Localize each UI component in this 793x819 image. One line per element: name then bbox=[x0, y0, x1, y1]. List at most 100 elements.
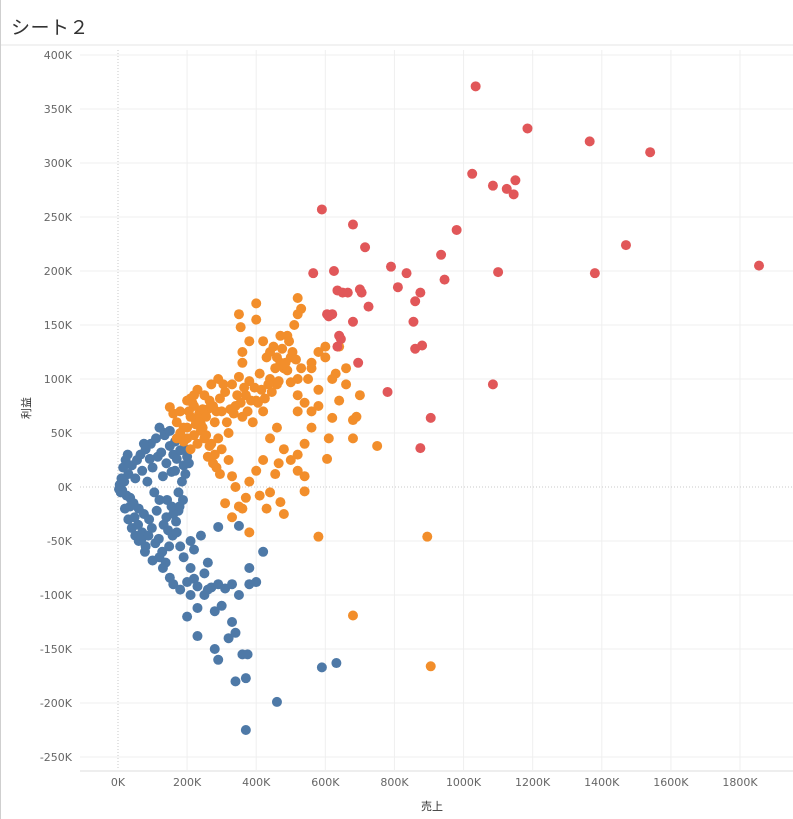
data-point[interactable] bbox=[230, 482, 241, 492]
data-point[interactable] bbox=[308, 268, 319, 279]
data-point[interactable] bbox=[284, 336, 295, 347]
data-point[interactable] bbox=[164, 541, 175, 552]
data-point[interactable] bbox=[316, 204, 327, 215]
data-point[interactable] bbox=[382, 386, 393, 397]
data-point[interactable] bbox=[251, 577, 262, 588]
data-point[interactable] bbox=[185, 536, 196, 546]
data-point[interactable] bbox=[425, 661, 436, 672]
data-point[interactable] bbox=[385, 261, 396, 272]
data-point[interactable] bbox=[425, 412, 436, 423]
data-point[interactable] bbox=[292, 390, 303, 401]
data-point[interactable] bbox=[508, 189, 519, 200]
data-point[interactable] bbox=[334, 395, 345, 406]
data-point[interactable] bbox=[232, 390, 243, 401]
data-point[interactable] bbox=[144, 453, 155, 464]
data-point[interactable] bbox=[220, 498, 231, 509]
data-point[interactable] bbox=[415, 287, 426, 298]
data-point[interactable] bbox=[408, 316, 419, 327]
data-point[interactable] bbox=[263, 379, 274, 390]
data-point[interactable] bbox=[265, 347, 276, 357]
data-point[interactable] bbox=[313, 347, 324, 357]
data-point[interactable] bbox=[320, 341, 331, 352]
data-point[interactable] bbox=[436, 249, 447, 260]
data-point[interactable] bbox=[137, 465, 148, 476]
data-point[interactable] bbox=[133, 519, 144, 530]
data-point[interactable] bbox=[285, 455, 296, 465]
data-point[interactable] bbox=[256, 384, 267, 395]
data-point[interactable] bbox=[227, 617, 238, 627]
data-point[interactable] bbox=[341, 363, 352, 374]
data-point[interactable] bbox=[354, 390, 365, 401]
data-point[interactable] bbox=[173, 487, 184, 498]
data-point[interactable] bbox=[356, 287, 367, 298]
data-point[interactable] bbox=[214, 393, 225, 404]
data-point[interactable] bbox=[223, 455, 234, 465]
data-point[interactable] bbox=[230, 627, 241, 638]
data-point[interactable] bbox=[201, 430, 212, 441]
data-point[interactable] bbox=[182, 611, 193, 622]
data-point[interactable] bbox=[266, 386, 277, 397]
data-point[interactable] bbox=[278, 444, 289, 455]
data-point[interactable] bbox=[470, 81, 481, 92]
data-point[interactable] bbox=[164, 402, 175, 413]
data-point[interactable] bbox=[316, 662, 327, 673]
data-point[interactable] bbox=[331, 658, 342, 669]
data-point[interactable] bbox=[221, 417, 232, 428]
data-point[interactable] bbox=[143, 530, 154, 541]
data-point[interactable] bbox=[227, 512, 238, 523]
data-point[interactable] bbox=[273, 458, 284, 469]
data-point[interactable] bbox=[258, 546, 269, 557]
data-point[interactable] bbox=[118, 462, 129, 473]
data-point[interactable] bbox=[214, 469, 225, 480]
data-point[interactable] bbox=[177, 494, 188, 505]
data-point[interactable] bbox=[347, 433, 358, 444]
data-point[interactable] bbox=[202, 584, 213, 595]
data-point[interactable] bbox=[422, 531, 433, 542]
data-point[interactable] bbox=[147, 462, 158, 473]
data-point[interactable] bbox=[265, 487, 276, 498]
data-point[interactable] bbox=[332, 341, 343, 352]
data-point[interactable] bbox=[185, 563, 196, 573]
data-point[interactable] bbox=[171, 453, 182, 464]
data-point[interactable] bbox=[182, 422, 193, 433]
data-point[interactable] bbox=[306, 363, 317, 374]
data-point[interactable] bbox=[230, 676, 241, 687]
data-point[interactable] bbox=[114, 484, 125, 495]
data-point[interactable] bbox=[122, 449, 133, 460]
data-point[interactable] bbox=[240, 673, 251, 684]
data-point[interactable] bbox=[341, 379, 352, 390]
data-point[interactable] bbox=[287, 347, 298, 357]
data-point[interactable] bbox=[251, 298, 262, 309]
data-point[interactable] bbox=[156, 447, 167, 458]
data-point[interactable] bbox=[233, 371, 244, 382]
data-point[interactable] bbox=[149, 487, 160, 498]
data-point[interactable] bbox=[347, 610, 358, 621]
data-point[interactable] bbox=[239, 382, 250, 393]
data-point[interactable] bbox=[192, 438, 203, 449]
data-point[interactable] bbox=[258, 336, 269, 347]
data-point[interactable] bbox=[166, 501, 177, 512]
data-point[interactable] bbox=[392, 282, 403, 293]
data-point[interactable] bbox=[282, 365, 293, 376]
data-point[interactable] bbox=[299, 486, 310, 497]
data-point[interactable] bbox=[189, 544, 200, 555]
data-point[interactable] bbox=[292, 406, 303, 417]
data-point[interactable] bbox=[323, 311, 334, 322]
data-point[interactable] bbox=[278, 509, 289, 519]
data-point[interactable] bbox=[292, 465, 303, 476]
data-point[interactable] bbox=[157, 471, 168, 482]
data-point[interactable] bbox=[584, 136, 595, 147]
data-point[interactable] bbox=[175, 584, 186, 595]
data-point[interactable] bbox=[296, 363, 307, 374]
data-point[interactable] bbox=[280, 357, 291, 368]
data-point[interactable] bbox=[251, 465, 262, 476]
data-point[interactable] bbox=[185, 590, 196, 600]
data-point[interactable] bbox=[213, 433, 224, 444]
data-point[interactable] bbox=[153, 533, 164, 544]
data-point[interactable] bbox=[235, 397, 246, 408]
data-point[interactable] bbox=[451, 224, 462, 235]
data-point[interactable] bbox=[237, 347, 248, 357]
data-point[interactable] bbox=[410, 343, 421, 354]
data-point[interactable] bbox=[168, 509, 179, 519]
data-point[interactable] bbox=[154, 422, 165, 433]
